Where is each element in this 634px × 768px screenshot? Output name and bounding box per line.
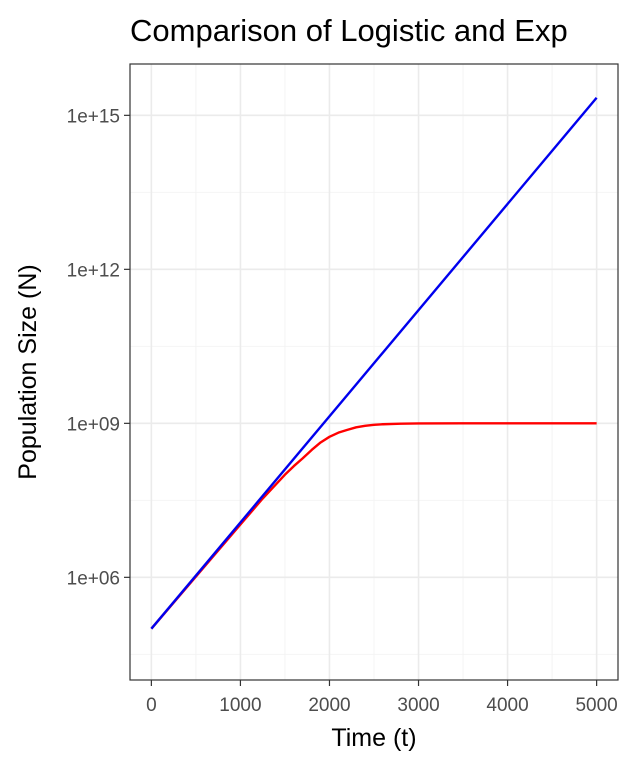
logistic-series-line [150,422,597,630]
x-tick-label: 4000 [486,695,528,716]
y-tick-label: 1e+15 [67,106,120,127]
x-tick-label: 0 [146,695,157,716]
y-axis-title: Population Size (N) [14,264,42,479]
chart-title: Comparison of Logistic and Exp [130,13,568,48]
plot-area [129,63,619,681]
exponential-series-line [150,96,598,630]
y-tick-label: 1e+12 [67,260,120,281]
grid-major [130,64,618,680]
x-tick-label: 1000 [219,695,261,716]
x-tick-label: 2000 [308,695,350,716]
x-axis-title: Time (t) [331,724,416,752]
series-layer [150,96,598,630]
grid-minor [130,64,618,680]
x-tick-label: 5000 [575,695,617,716]
y-tick-label: 1e+06 [67,568,120,589]
x-tick-label: 3000 [397,695,439,716]
y-tick-label: 1e+09 [67,414,120,435]
y-axis: 1e+06 1e+09 1e+12 1e+15 [67,106,130,589]
x-axis: 0 1000 2000 3000 4000 5000 [146,680,618,716]
plot-border [129,63,619,681]
